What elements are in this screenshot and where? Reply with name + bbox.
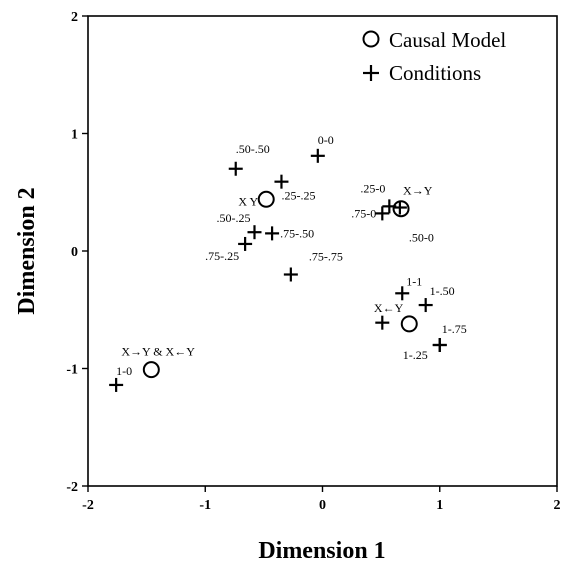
data-label: .50-.50 (236, 142, 270, 156)
data-marks (109, 148, 447, 392)
condition-point (228, 161, 243, 176)
y-tick-label: -1 (66, 363, 78, 378)
condition-point (392, 200, 407, 215)
y-tick-label: 2 (71, 10, 78, 25)
causal-model-point (392, 200, 410, 218)
y-axis-title: Dimension 2 (14, 187, 40, 314)
data-label: X←Y (374, 301, 404, 315)
data-label: .75-.25 (205, 249, 239, 263)
data-label: 1-0 (116, 364, 132, 378)
legend-circle-marker (362, 30, 380, 48)
condition-point (375, 206, 390, 221)
legend: Causal Model Conditions (362, 28, 506, 85)
condition-point (265, 226, 280, 241)
condition-point (247, 225, 262, 240)
x-axis-title: Dimension 1 (258, 538, 385, 564)
x-tick-label: 2 (554, 498, 561, 513)
data-label: 1-1 (406, 274, 422, 288)
data-label: X→Y & X←Y (121, 345, 195, 359)
condition-point (375, 315, 390, 330)
causal-model-point (142, 361, 160, 379)
data-label: .75-.75 (309, 250, 343, 264)
condition-point (432, 338, 447, 352)
point-labels: X Y X→Y X←Y X→Y & X←Y .50-.50 0-0 .25-.25 .50-.… (116, 133, 467, 378)
x-tick-label: -1 (199, 498, 211, 513)
x-tick-label: -2 (82, 498, 94, 513)
data-label: 1-.50 (430, 284, 455, 298)
legend-plus-marker (363, 65, 379, 81)
y-tick-label: 0 (71, 245, 78, 260)
data-label: 0-0 (318, 133, 334, 147)
condition-point (395, 286, 410, 301)
y-tick-label: -2 (66, 480, 78, 495)
data-label: .25-.25 (281, 189, 315, 203)
condition-point (310, 148, 325, 163)
legend-label-conditions: Conditions (389, 61, 481, 85)
data-label: .75-0 (351, 206, 376, 220)
data-label: X Y (238, 194, 258, 208)
y-tick-label: 1 (71, 128, 78, 143)
data-label: .50-.25 (216, 211, 250, 225)
legend-label-causal-model: Causal Model (389, 28, 506, 52)
causal-model-point (400, 315, 418, 333)
condition-point (283, 267, 298, 282)
data-label: .25-0 (360, 181, 385, 195)
data-label: 1-.75 (442, 322, 467, 336)
condition-point (418, 298, 433, 313)
condition-point (382, 199, 397, 214)
condition-point (274, 174, 289, 189)
condition-point (238, 236, 253, 251)
data-label: .75-.50 (280, 226, 314, 240)
axis-ticks: -2 -1 0 1 2 -2 -1 0 1 2 (66, 10, 560, 513)
x-tick-label: 0 (319, 498, 326, 513)
condition-point (109, 377, 124, 392)
data-label: 1-.25 (403, 348, 428, 362)
data-label: .50-0 (409, 231, 434, 245)
data-label: X→Y (403, 184, 433, 198)
causal-model-point (257, 190, 275, 208)
x-tick-label: 1 (436, 498, 443, 513)
